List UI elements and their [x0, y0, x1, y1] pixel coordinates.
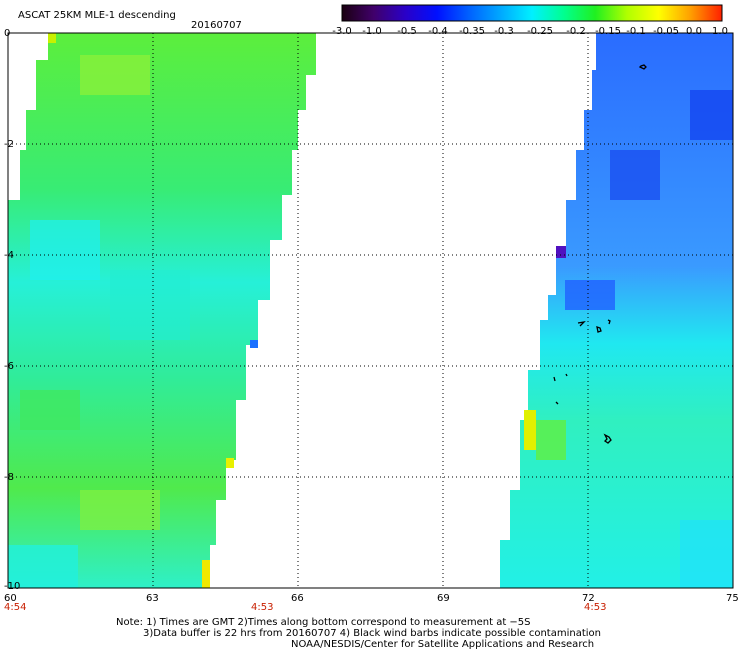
x-tick-label: 63 [146, 593, 159, 604]
colorbar-ramp [341, 4, 723, 22]
data-patch [524, 410, 536, 450]
x-tick-label: 66 [291, 593, 304, 604]
product-title: ASCAT 25KM MLE-1 descending [18, 10, 176, 21]
colorbar-label: -0.4 [428, 26, 448, 37]
colorbar-label: 1.0 [712, 26, 728, 37]
time-label: 4:53 [251, 602, 274, 613]
time-label: 4:54 [4, 602, 27, 613]
y-tick-label: 0 [4, 28, 11, 39]
colorbar-label: -0.25 [527, 26, 553, 37]
data-patch [48, 33, 56, 43]
data-patch [536, 420, 566, 460]
colorbar-label: -3.0 [332, 26, 352, 37]
data-patch [80, 490, 160, 530]
wind-barb [553, 376, 556, 382]
colorbar-label: -0.3 [494, 26, 514, 37]
wind-barb [638, 64, 647, 70]
data-patch [30, 220, 100, 280]
data-patch [110, 270, 190, 340]
wind-barb [565, 373, 568, 377]
data-patch [226, 458, 234, 468]
x-tick-label: 75 [726, 593, 739, 604]
y-tick-label: -2 [4, 139, 14, 150]
map-frame [7, 32, 734, 589]
wind-barb [596, 326, 602, 333]
data-patch [556, 246, 566, 258]
data-patch [690, 90, 733, 140]
data-patch [20, 390, 80, 430]
y-tick-label: -6 [4, 361, 14, 372]
wind-barb [555, 401, 559, 405]
data-patch [202, 560, 210, 588]
x-tick-label: 72 [582, 593, 595, 604]
wind-barb [577, 321, 586, 327]
data-patch [80, 55, 150, 95]
y-tick-label: -10 [4, 581, 21, 592]
time-label: 4:53 [584, 602, 607, 613]
wind-barb [603, 433, 612, 444]
colorbar [341, 4, 723, 22]
footnote-line-1: Note: 1) Times are GMT 2)Times along bot… [116, 617, 531, 628]
y-tick-label: -8 [4, 472, 14, 483]
data-patch [565, 280, 615, 310]
x-tick-label: 69 [437, 593, 450, 604]
colorbar-label: -0.35 [459, 26, 485, 37]
colorbar-label: -0.05 [653, 26, 679, 37]
footnote-line-2: 3)Data buffer is 22 hrs from 20160707 4)… [143, 628, 601, 639]
colorbar-label: -0.1 [626, 26, 646, 37]
colorbar-label: -1.0 [362, 26, 382, 37]
data-patch [610, 150, 660, 200]
contamination-marks [553, 64, 647, 444]
colorbar-label: -0.2 [566, 26, 586, 37]
data-patch [680, 520, 733, 588]
data-patch [250, 340, 258, 348]
colorbar-label: 0.0 [686, 26, 702, 37]
product-date: 20160707 [191, 20, 242, 31]
swath-patches [8, 33, 733, 588]
colorbar-label: -0.5 [397, 26, 417, 37]
y-tick-label: -4 [4, 250, 14, 261]
x-tick-label: 60 [4, 593, 17, 604]
wind-barb [607, 319, 611, 325]
data-patch [8, 545, 78, 588]
colorbar-label: -0.15 [595, 26, 621, 37]
footnote-line-3: NOAA/NESDIS/Center for Satellite Applica… [291, 639, 595, 650]
